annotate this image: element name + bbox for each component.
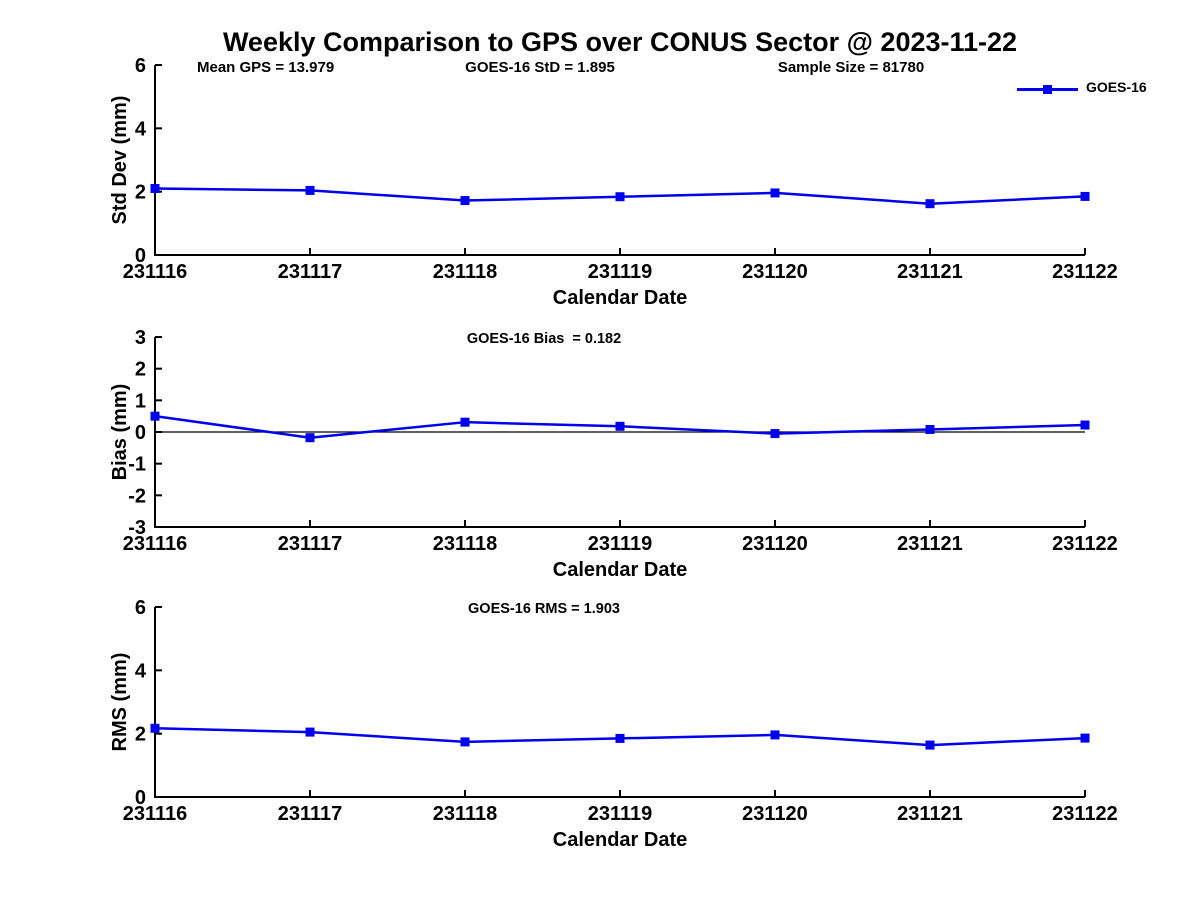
data-point-marker [615,192,625,202]
x-tick-label: 231117 [278,533,343,555]
figure-title: Weekly Comparison to GPS over CONUS Sect… [222,27,1018,57]
legend-label: GOES-16 [1086,79,1147,95]
y-axis-label: Bias (mm) [109,384,131,481]
y-tick-label: 4 [135,660,147,682]
data-point-marker [150,411,160,421]
x-tick-label: 231119 [588,261,653,283]
legend-square-marker-icon [1043,85,1052,94]
y-tick-label: 2 [135,359,146,381]
x-axis-label: Calendar Date [553,829,688,851]
x-tick-label: 231122 [1052,803,1118,825]
x-tick-label: 231118 [433,261,498,283]
stat-goes16-std: GOES-16 StD = 1.895 [465,59,615,76]
y-axis-label: Std Dev (mm) [109,96,131,225]
x-tick-label: 231118 [433,533,498,555]
x-tick-label: 231121 [897,261,963,283]
y-tick-label: -3 [128,517,146,539]
subplot-title: GOES-16 Bias = 0.182 [467,331,621,347]
x-tick-label: 231119 [588,533,653,555]
x-tick-label: 231116 [123,533,188,555]
x-tick-label: 231116 [123,803,188,825]
y-tick-label: 1 [135,390,146,412]
y-tick-label: 0 [135,245,146,267]
x-tick-label: 231121 [897,803,963,825]
y-tick-label: 6 [135,597,146,619]
data-point-marker [770,188,780,198]
subplot-3: 0 2 4 6 231116 231117 231118 231119 231120 231121… [109,597,1118,851]
x-tick-label: 231119 [588,803,653,825]
x-tick-label: 231116 [123,261,188,283]
data-point-marker [460,417,470,427]
x-tick-label: 231122 [1052,261,1118,283]
x-tick-label: 231117 [278,261,343,283]
y-tick-label: 0 [135,422,146,444]
data-point-marker [1080,733,1090,743]
data-point-marker [150,723,160,733]
data-point-marker [925,424,935,434]
data-point-marker [150,184,160,193]
x-tick-label: 231121 [897,533,963,555]
y-axis-label: RMS (mm) [109,653,131,752]
data-point-marker [1080,191,1090,201]
y-tick-label: 2 [135,182,146,204]
y-tick-label: 4 [135,118,147,140]
y-tick-label: 0 [135,787,146,809]
x-axis-label: Calendar Date [553,287,688,309]
x-tick-label: 231120 [742,261,808,283]
y-tick-label: -1 [128,454,146,476]
x-tick-label: 231120 [742,803,808,825]
data-point-marker [305,727,315,737]
legend: GOES-16 [1017,80,1187,96]
x-axis-label: Calendar Date [553,559,688,581]
data-point-marker [1080,420,1090,430]
x-tick-label: 231120 [742,533,808,555]
data-point-marker [770,429,780,439]
data-point-marker [770,730,780,740]
x-tick-label: 231118 [433,803,498,825]
data-point-marker [305,185,315,195]
subplot-2: -3 -2 -1 0 1 2 3 231116 231117 231118 231119 231120… [109,327,1118,581]
y-tick-label: 6 [135,55,146,77]
data-point-marker [305,433,315,443]
data-point-marker [615,421,625,431]
data-point-marker [925,199,935,209]
y-tick-label: 3 [135,327,146,349]
subplot-title: GOES-16 RMS = 1.903 [468,601,620,617]
data-point-marker [460,737,470,747]
data-point-marker [925,740,935,750]
stat-mean-gps: Mean GPS = 13.979 [197,59,335,76]
data-point-marker [460,196,470,206]
stat-sample-size: Sample Size = 81780 [777,59,925,76]
y-tick-label: -2 [128,485,146,507]
x-tick-label: 231122 [1052,533,1118,555]
subplot-1: 0 2 4 6 231116 231117 231118 231119 231120 231121… [109,55,1118,309]
x-tick-label: 231117 [278,803,343,825]
data-point-marker [615,733,625,743]
y-tick-label: 2 [135,724,146,746]
